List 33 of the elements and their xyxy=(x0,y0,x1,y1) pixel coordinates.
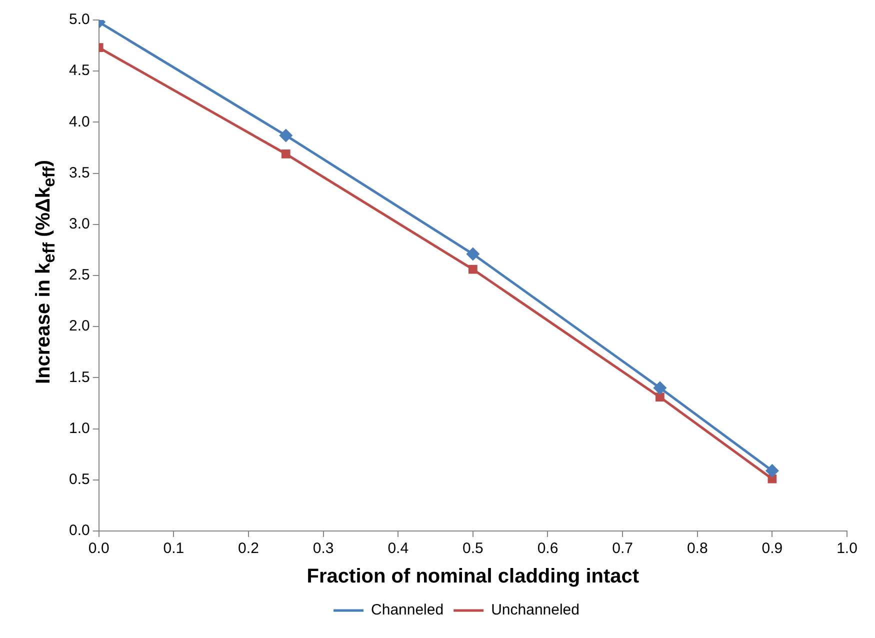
point xyxy=(466,248,480,260)
y-tick-label: 2.0 xyxy=(68,318,90,335)
x-tick-label: 0.3 xyxy=(312,540,334,558)
y-tick-label: 0.5 xyxy=(68,471,90,488)
x-tick-label: 0.0 xyxy=(88,540,110,558)
x-tick-label: 0.9 xyxy=(762,540,783,558)
x-tick-label: 0.2 xyxy=(238,540,259,558)
y-tick-label: 4.0 xyxy=(68,113,90,130)
y-tick-label: 0.0 xyxy=(68,522,90,540)
x-axis-title: Fraction of nominal cladding intact xyxy=(306,566,640,588)
y-tick-label: 3.0 xyxy=(68,216,90,233)
point xyxy=(654,382,666,394)
legend-label: Unchanneled xyxy=(491,602,580,619)
point xyxy=(280,129,292,142)
y-tick-label: 1.5 xyxy=(68,368,90,386)
x-tick-label: 0.1 xyxy=(163,540,184,558)
point xyxy=(468,264,478,274)
x-tick-label: 0.5 xyxy=(462,540,484,558)
y-tick-label: 1.0 xyxy=(68,420,90,437)
point xyxy=(768,474,777,484)
x-tick-label: 0.7 xyxy=(612,540,633,558)
x-tick-label: 1.0 xyxy=(836,540,858,558)
point xyxy=(766,464,778,477)
point xyxy=(656,392,664,402)
y-tick-label: 2.5 xyxy=(68,266,90,284)
y-tick-label: 5.0 xyxy=(68,11,90,28)
y-tick-label: 3.5 xyxy=(68,164,90,182)
legend-label: Channeled xyxy=(371,602,444,619)
x-tick-label: 0.8 xyxy=(686,540,708,558)
x-tick-label: 0.6 xyxy=(537,540,558,558)
point xyxy=(281,149,290,158)
y-tick-label: 4.5 xyxy=(68,62,90,80)
x-tick-label: 0.4 xyxy=(388,540,409,558)
